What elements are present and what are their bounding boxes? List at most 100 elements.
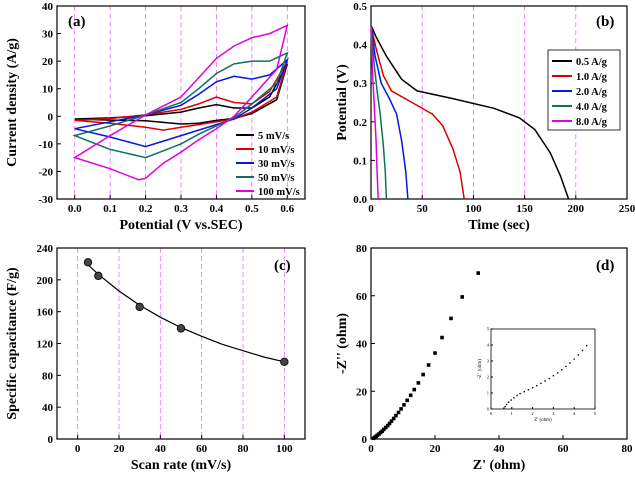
- y-tick-label: 20: [42, 56, 54, 68]
- data-point: [176, 324, 186, 333]
- inset-data-point: [516, 394, 518, 397]
- y-tick-label: 0.5: [353, 1, 367, 13]
- x-tick-label: 40: [155, 443, 167, 455]
- x-tick-label: 20: [430, 443, 442, 455]
- y-tick-label: 0: [362, 434, 368, 446]
- x-tick-label: 0: [368, 203, 374, 215]
- y-tick-label: 0.1: [353, 155, 367, 167]
- y-tick-label: 10: [42, 84, 54, 96]
- x-tick-label: 200: [568, 203, 585, 215]
- panel-label: (b): [596, 14, 614, 30]
- gcd-curve-4: [370, 25, 388, 200]
- x-tick-label: 250: [619, 203, 635, 215]
- inset-y-tick-label: 3: [487, 359, 490, 364]
- x-tick-label: 0.4: [210, 203, 224, 215]
- legend-label: 5 mV/s: [258, 131, 289, 142]
- data-point: [476, 271, 480, 275]
- inset-plot: 0 1 2 3 4 5 0 1 2 3 4 5 Z' (ohm) -Z'' (ohm): [478, 327, 597, 424]
- inset-data-point: [552, 375, 555, 377]
- inset-data-point: [565, 365, 567, 368]
- inset-y-tick-label: 0: [487, 407, 490, 412]
- inset-data-point: [523, 391, 525, 393]
- inset-data-point: [536, 384, 538, 387]
- y-axis-title: Specific capacitance (F/g): [5, 267, 20, 420]
- inset-data-point: [577, 354, 580, 356]
- data-point: [405, 398, 409, 403]
- inset-y-tick-label: 2: [487, 375, 489, 380]
- fit-curve: [87, 264, 285, 363]
- inset-data-point: [527, 389, 530, 391]
- y-tick-label: 0.3: [353, 78, 367, 90]
- y-tick-label: 40: [42, 1, 54, 13]
- y-tick-label: 0.4: [353, 40, 367, 52]
- inset-data-point: [569, 362, 571, 364]
- plot-frame: [56, 247, 306, 440]
- cv-curve-3: [74, 57, 289, 148]
- data-point: [460, 295, 464, 299]
- data-point: [396, 410, 401, 415]
- inset-data-point: [540, 382, 542, 385]
- inset-data-point: [519, 392, 521, 395]
- y-tick-label: 60: [356, 291, 368, 303]
- x-tick-label: 100: [465, 203, 482, 215]
- gcd-curve-5: [370, 25, 379, 200]
- data-point: [408, 393, 413, 398]
- y-tick-label: 0.2: [353, 117, 367, 129]
- inset-x-tick-label: 3: [552, 411, 555, 416]
- legend: 5 mV/s 10 mV/s 30 mV/s 50 mV/s 100 mV/s: [236, 131, 300, 198]
- x-tick-label: 0: [368, 443, 374, 455]
- x-axis-title: Z' (ohm): [473, 458, 526, 473]
- inset-data-point: [504, 405, 506, 408]
- y-tick-label: 80: [356, 243, 368, 255]
- y-axis-title: Current density (A/g): [5, 38, 20, 167]
- y-tick-label: -20: [38, 166, 53, 178]
- x-tick-label: 0.6: [280, 203, 294, 215]
- inset-data-point: [544, 380, 546, 382]
- inset-y-tick-label: 4: [487, 343, 490, 348]
- inset-x-tick-label: 0: [490, 411, 493, 416]
- x-tick-label: 60: [196, 443, 208, 455]
- inset-x-tick-label: 1: [511, 411, 513, 416]
- x-tick-label: 150: [516, 203, 533, 215]
- gcd-curve-2: [370, 25, 465, 200]
- data-point: [382, 427, 386, 432]
- y-tick-label: 0: [48, 434, 54, 446]
- data-point: [83, 258, 93, 267]
- data-point: [94, 271, 103, 281]
- inset-data-point: [505, 403, 508, 406]
- x-tick-label: 0.2: [139, 203, 153, 215]
- x-tick-label: 80: [238, 443, 250, 455]
- inset-data-point: [531, 387, 534, 389]
- legend-label: 2.0 A/g: [576, 87, 608, 98]
- data-point: [399, 407, 403, 411]
- y-tick-label: 200: [37, 275, 54, 287]
- inset-data-point: [507, 401, 510, 403]
- y-axis-title: Potential (V): [335, 64, 350, 141]
- data-point: [385, 423, 390, 428]
- x-tick-label: 60: [558, 443, 570, 455]
- y-tick-label: 160: [37, 307, 54, 319]
- gcd-curve-1: [370, 24, 570, 200]
- panel-label: (a): [68, 14, 86, 30]
- legend-label: 50 mV/s: [258, 173, 294, 184]
- inset-frame: [490, 328, 596, 410]
- x-tick-label: 0.1: [103, 203, 117, 215]
- legend: 0.5 A/g 1.0 A/g 2.0 A/g 4.0 A/g 8.0 A/g: [547, 49, 621, 131]
- data-point: [389, 419, 394, 423]
- inset-data-point: [513, 397, 515, 399]
- x-axis-title: Scan rate (mV/s): [131, 458, 232, 473]
- legend-label: 4.0 A/g: [576, 102, 608, 113]
- gcd-curve-3: [370, 25, 409, 200]
- y-tick-label: 40: [42, 402, 54, 414]
- x-tick-label: 50: [417, 203, 429, 215]
- x-tick-label: 0.0: [68, 203, 82, 215]
- inset-x-tick-label: 5: [594, 411, 597, 416]
- inset-data-point: [573, 358, 575, 360]
- chart-panel-1: 0.0 0.1 0.2 0.3 0.4 0.5 0.6 -30 -20 -10 0 10 20 30 40 P…: [5, 1, 306, 233]
- y-tick-label: -30: [38, 194, 53, 206]
- data-point: [433, 351, 437, 355]
- inset-y-tick-label: 1: [487, 391, 489, 396]
- chart-panel-3: 0 20 40 60 80 100 0 40 80 120 160 200 240 Scan rate (…: [5, 243, 306, 473]
- x-axis-title: Potential (V vs.SEC): [119, 218, 242, 233]
- inset-y-tick-label: 5: [487, 327, 490, 332]
